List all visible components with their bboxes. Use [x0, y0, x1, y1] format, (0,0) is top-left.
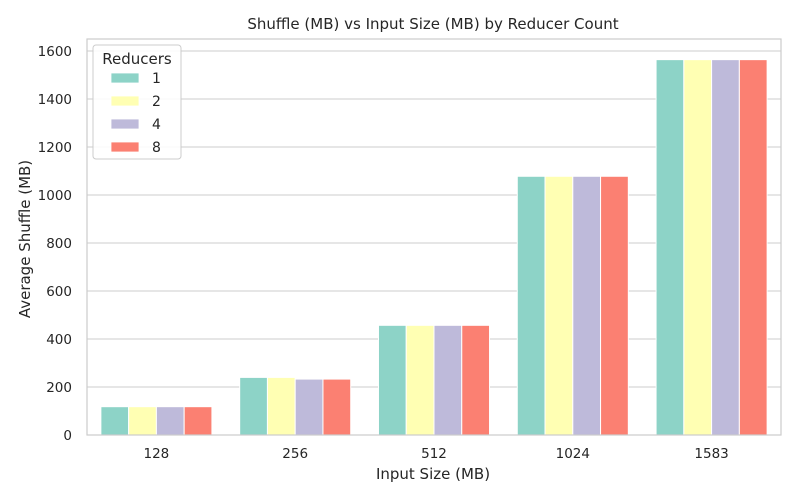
plot-frame [86, 38, 782, 436]
y-tick-label: 200 [46, 380, 72, 396]
bar-128-reducers-1 [100, 406, 130, 436]
bar-1583-reducers-8 [738, 59, 768, 436]
y-tick-label: 1000 [38, 188, 72, 204]
chart-title: Shuffle (MB) vs Input Size (MB) by Reduc… [247, 15, 618, 33]
bar-128-reducers-4 [155, 406, 185, 436]
y-tick-label: 600 [46, 284, 72, 300]
bar-1024-reducers-4 [572, 175, 602, 436]
bar-256-reducers-4 [294, 378, 324, 436]
y-axis-title: Average Shuffle (MB) [16, 160, 34, 318]
bar-128-reducers-2 [128, 406, 157, 436]
gridlines [87, 50, 781, 436]
bar-256-reducers-2 [266, 376, 296, 436]
legend-swatch [110, 141, 140, 153]
legend-swatch [110, 95, 140, 107]
bar-1024-reducers-8 [600, 175, 629, 436]
x-tick-label: 1583 [694, 446, 728, 462]
legend: Reducers 1 2 4 8 [92, 44, 182, 160]
x-tick-label: 256 [282, 446, 308, 462]
x-tick-label: 1024 [556, 446, 590, 462]
y-tick-label: 800 [46, 236, 72, 252]
bar-512-reducers-2 [405, 324, 435, 436]
bar-512-reducers-8 [461, 324, 491, 436]
bar-1583-reducers-4 [711, 59, 740, 436]
legend-swatch [110, 118, 140, 130]
legend-swatch [110, 72, 140, 84]
bar-512-reducers-4 [433, 324, 463, 436]
legend-label: 4 [152, 117, 161, 133]
y-tick-label: 1600 [38, 44, 72, 60]
bar-1024-reducers-1 [516, 175, 546, 436]
bars [100, 59, 768, 436]
x-axis-title: Input Size (MB) [376, 465, 490, 483]
bar-1024-reducers-2 [544, 175, 574, 436]
x-tick-label: 512 [421, 446, 447, 462]
x-tick-labels: 128 256 512 1024 1583 [144, 446, 729, 462]
legend-label: 8 [152, 140, 161, 156]
y-tick-labels: 0 200 400 600 800 1000 1200 1400 1600 [38, 44, 72, 444]
bar-1583-reducers-1 [655, 59, 685, 436]
y-tick-label: 1400 [38, 92, 72, 108]
bar-128-reducers-8 [183, 406, 213, 436]
legend-label: 2 [152, 94, 161, 110]
legend-label: 1 [152, 71, 161, 87]
y-tick-label: 400 [46, 332, 72, 348]
y-tick-label: 0 [63, 428, 72, 444]
x-tick-label: 128 [144, 446, 170, 462]
bar-256-reducers-8 [322, 378, 352, 436]
y-tick-label: 1200 [38, 140, 72, 156]
bar-1583-reducers-2 [683, 59, 713, 436]
legend-title: Reducers [102, 50, 172, 68]
bar-256-reducers-1 [239, 376, 268, 436]
bar-512-reducers-1 [377, 324, 407, 436]
